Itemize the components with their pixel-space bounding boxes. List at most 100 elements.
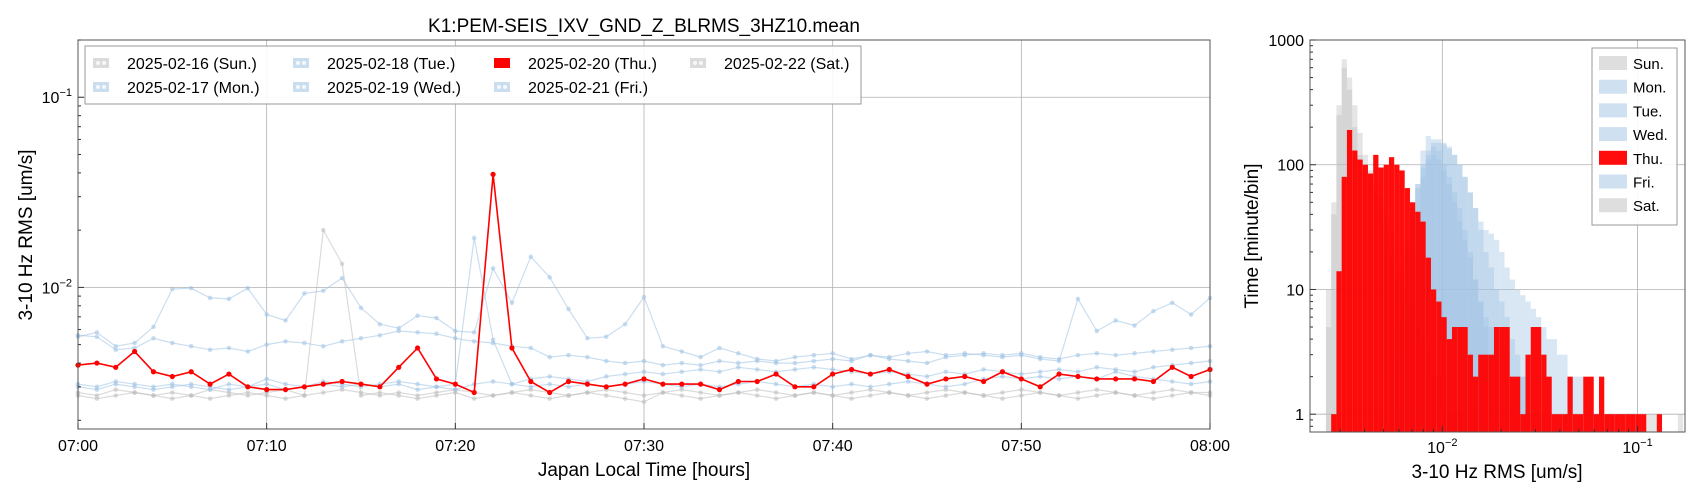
hist-bar <box>1499 327 1505 432</box>
series-tue <box>75 328 1213 368</box>
data-point <box>283 318 288 323</box>
data-point <box>830 351 835 356</box>
data-point <box>773 390 779 395</box>
legend-label: 2025-02-21 (Fri.) <box>528 80 648 97</box>
data-point <box>698 362 703 368</box>
data-point <box>113 364 119 370</box>
hist-bar <box>1467 257 1473 432</box>
data-point <box>1094 351 1100 356</box>
time-series-title: K1:PEM-SEIS_IXV_GND_Z_BLRMS_3HZ10.mean <box>428 16 860 37</box>
data-point <box>811 364 817 370</box>
legend-item-mon: Mon. <box>1599 79 1666 97</box>
hist-bar <box>1677 414 1684 432</box>
data-point <box>830 371 836 377</box>
hist-bar <box>1362 164 1368 432</box>
hist-bar <box>1425 257 1431 432</box>
legend-item-thu: 2025-02-20 (Thu.) <box>494 56 657 73</box>
data-point <box>905 351 911 356</box>
data-point <box>924 349 930 354</box>
data-point <box>339 339 345 344</box>
data-point <box>1056 371 1062 377</box>
data-point <box>585 390 590 395</box>
data-point <box>188 343 194 349</box>
legend-item-tue: 2025-02-18 (Tue.) <box>293 56 455 73</box>
data-point <box>1018 376 1024 382</box>
x-tick-label: 07:00 <box>58 438 98 455</box>
histogram-xlabel: 3-10 Hz RMS [um/s] <box>1411 462 1582 483</box>
data-point <box>471 389 477 396</box>
data-point <box>207 396 213 401</box>
hist-bar <box>1535 327 1542 432</box>
data-point <box>716 387 723 393</box>
data-point <box>188 384 194 390</box>
hist-bar <box>1472 376 1479 432</box>
data-point <box>415 313 420 318</box>
y-tick-label: 100 <box>1277 158 1304 175</box>
data-point <box>830 367 835 372</box>
data-point <box>339 261 345 267</box>
data-point <box>622 371 628 377</box>
data-point <box>113 379 119 384</box>
data-point <box>396 328 402 334</box>
legend-swatch-dot <box>302 85 306 89</box>
data-point <box>169 373 175 380</box>
data-point <box>754 393 760 398</box>
data-point <box>1151 308 1156 314</box>
data-point <box>736 360 741 366</box>
data-point <box>622 381 628 387</box>
data-point <box>679 360 685 366</box>
hist-bar <box>1331 202 1337 432</box>
data-point <box>660 390 666 395</box>
data-point <box>1019 387 1024 392</box>
legend-item-mon: 2025-02-17 (Mon.) <box>93 80 260 97</box>
data-point <box>981 351 986 356</box>
data-point <box>886 390 892 395</box>
data-point <box>849 390 854 395</box>
data-point <box>151 393 156 398</box>
hist-bar <box>1446 184 1452 432</box>
data-point <box>94 396 100 401</box>
data-point <box>849 381 854 387</box>
data-point <box>962 381 968 387</box>
legend-label: Thu. <box>1633 151 1663 168</box>
legend-label: 2025-02-20 (Thu.) <box>528 56 657 73</box>
data-point <box>698 396 703 401</box>
data-point <box>509 390 515 395</box>
data-point <box>1113 352 1118 358</box>
data-point <box>1188 360 1194 366</box>
legend-swatch-dot <box>96 85 100 89</box>
data-point <box>377 321 383 327</box>
data-point <box>1037 369 1043 375</box>
data-point <box>415 381 420 387</box>
hist-bar <box>1509 376 1515 432</box>
data-point <box>811 358 817 364</box>
histogram-ylabel: Time [minute/bin] <box>1242 163 1263 308</box>
hist-bar <box>1472 207 1479 432</box>
hist-bar <box>1451 154 1458 432</box>
data-point <box>132 340 137 346</box>
hist-bar <box>1504 327 1510 432</box>
data-point <box>1094 393 1100 398</box>
data-point <box>660 381 666 387</box>
data-point <box>113 343 119 349</box>
hist-bar <box>1409 202 1416 432</box>
legend-label: Fri. <box>1633 175 1655 192</box>
data-point <box>1132 369 1137 375</box>
hist-bar <box>1373 154 1379 432</box>
data-point <box>415 396 420 401</box>
hist-bar <box>1367 173 1374 432</box>
hist-bar <box>1451 327 1458 432</box>
hist-bar <box>1331 414 1337 432</box>
hist-bar <box>1436 139 1442 432</box>
data-point <box>207 295 213 301</box>
data-point <box>113 347 119 353</box>
data-point <box>283 381 288 387</box>
data-point <box>490 266 496 271</box>
data-point <box>698 390 703 395</box>
y-tick-label: 10 <box>1286 282 1304 299</box>
data-point <box>1169 379 1175 384</box>
data-point <box>943 354 949 360</box>
data-point <box>679 393 685 398</box>
data-point <box>188 285 194 291</box>
legend-swatch <box>93 82 109 92</box>
